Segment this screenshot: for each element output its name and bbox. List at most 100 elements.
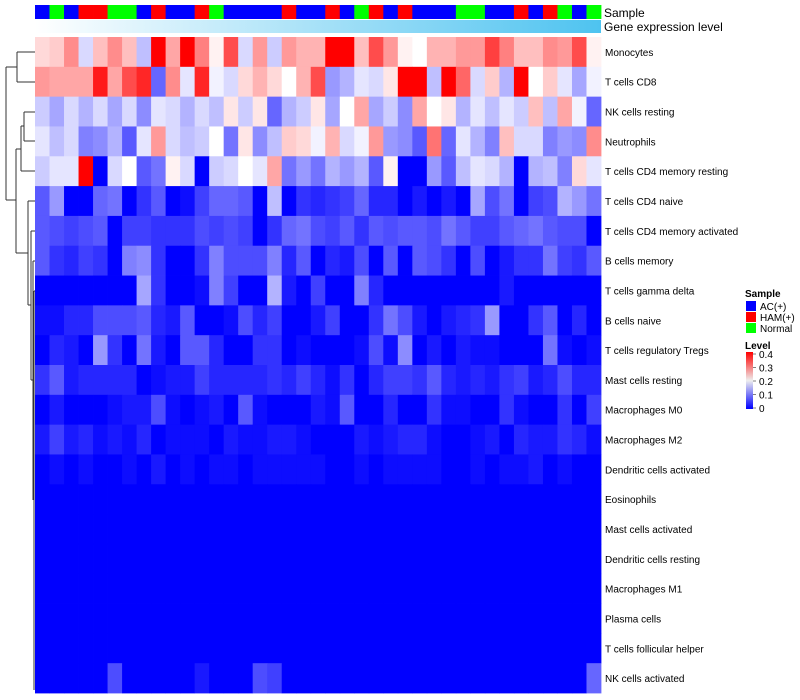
heatmap-cell bbox=[64, 66, 79, 98]
heatmap-cell bbox=[93, 514, 108, 545]
heatmap-cell bbox=[194, 394, 210, 426]
heatmap-cell bbox=[35, 37, 50, 68]
heatmap-cell bbox=[64, 215, 79, 247]
heatmap-cell bbox=[397, 126, 413, 157]
heatmap-cell bbox=[528, 633, 544, 664]
sample-annotation-cell bbox=[586, 5, 602, 19]
heatmap-cell bbox=[571, 275, 587, 306]
heatmap-cell bbox=[151, 663, 167, 694]
heatmap-cell bbox=[180, 424, 196, 455]
heatmap-cell bbox=[49, 156, 65, 187]
heatmap-cell bbox=[151, 514, 167, 545]
heatmap-cell bbox=[368, 573, 384, 604]
heatmap-cell bbox=[194, 335, 210, 366]
heatmap-cell bbox=[368, 424, 384, 455]
heatmap-cell bbox=[281, 543, 297, 575]
heatmap-cell bbox=[35, 543, 50, 575]
heatmap-cell bbox=[528, 245, 544, 276]
heatmap-cell bbox=[441, 365, 457, 396]
heatmap-cell bbox=[542, 633, 558, 664]
heatmap-cell bbox=[571, 573, 587, 604]
sample-annotation-cell bbox=[209, 5, 225, 19]
heatmap-cell bbox=[542, 543, 558, 575]
heatmap-cell bbox=[412, 37, 428, 68]
heatmap-cell bbox=[571, 394, 587, 426]
heatmap-cell bbox=[107, 37, 123, 68]
heatmap-cell bbox=[165, 245, 181, 276]
heatmap-cell bbox=[165, 96, 181, 127]
heatmap-cell bbox=[209, 66, 225, 98]
heatmap-cell bbox=[310, 305, 326, 336]
heatmap-cell bbox=[194, 454, 210, 485]
heatmap-cell bbox=[426, 603, 442, 634]
heatmap-cell bbox=[354, 96, 370, 127]
heatmap-cell bbox=[49, 514, 65, 545]
heatmap-cell bbox=[528, 96, 544, 127]
heatmap-cell bbox=[542, 126, 558, 157]
heatmap-cell bbox=[528, 663, 544, 694]
heatmap-cell bbox=[267, 424, 283, 455]
heatmap-cell bbox=[165, 573, 181, 604]
heatmap-cell bbox=[49, 424, 65, 455]
heatmap-cell bbox=[339, 603, 355, 634]
sample-annotation-cell bbox=[528, 5, 544, 19]
heatmap-cell bbox=[136, 394, 152, 426]
row-label: Mast cells activated bbox=[605, 525, 692, 536]
heatmap-cell bbox=[281, 394, 297, 426]
heatmap-cell bbox=[586, 663, 602, 694]
heatmap-cell bbox=[194, 365, 210, 396]
heatmap-cell bbox=[165, 126, 181, 157]
heatmap-cell bbox=[93, 603, 108, 634]
heatmap-cell bbox=[310, 394, 326, 426]
heatmap-cell bbox=[107, 335, 123, 366]
heatmap-cell bbox=[107, 573, 123, 604]
heatmap-cell bbox=[281, 245, 297, 276]
heatmap-cell bbox=[354, 543, 370, 575]
heatmap-cell bbox=[223, 603, 239, 634]
heatmap-cell bbox=[35, 394, 50, 426]
heatmap-cell bbox=[586, 484, 602, 515]
heatmap-cell bbox=[325, 573, 341, 604]
heatmap-cell bbox=[122, 37, 137, 68]
heatmap-cell bbox=[64, 663, 79, 694]
heatmap-cell bbox=[252, 126, 268, 157]
heatmap-cell bbox=[542, 365, 558, 396]
heatmap-cell bbox=[325, 543, 341, 575]
heatmap-cell bbox=[383, 186, 399, 217]
sample-annotation-cell bbox=[252, 5, 268, 19]
heatmap-cell bbox=[107, 424, 123, 455]
heatmap-cell bbox=[107, 186, 123, 217]
heatmap-cell bbox=[238, 454, 254, 485]
heatmap-cell bbox=[383, 126, 399, 157]
heatmap-cell bbox=[136, 633, 152, 664]
heatmap-cell bbox=[35, 663, 50, 694]
heatmap-cell bbox=[586, 126, 602, 157]
row-label: Dendritic cells resting bbox=[605, 555, 700, 566]
heatmap-cell bbox=[252, 215, 268, 247]
heatmap-cell bbox=[209, 335, 225, 366]
heatmap-cell bbox=[586, 365, 602, 396]
heatmap-cell bbox=[107, 126, 123, 157]
heatmap-cell bbox=[484, 633, 500, 664]
heatmap-cell bbox=[78, 96, 94, 127]
heatmap-cell bbox=[238, 663, 254, 694]
heatmap-cell bbox=[397, 454, 413, 485]
heatmap-cell bbox=[151, 305, 167, 336]
heatmap-cell bbox=[557, 156, 573, 187]
heatmap-cell bbox=[455, 215, 471, 247]
heatmap-cell bbox=[223, 454, 239, 485]
heatmap-cell bbox=[368, 514, 384, 545]
heatmap-cell bbox=[252, 275, 268, 306]
heatmap-cell bbox=[180, 603, 196, 634]
heatmap-cell bbox=[484, 573, 500, 604]
heatmap-cell bbox=[93, 424, 108, 455]
heatmap-cell bbox=[571, 514, 587, 545]
heatmap-cell bbox=[78, 454, 94, 485]
heatmap-cell bbox=[136, 275, 152, 306]
heatmap-cell bbox=[426, 663, 442, 694]
heatmap-cell bbox=[542, 573, 558, 604]
heatmap-cell bbox=[470, 514, 486, 545]
sample-annotation-cell bbox=[122, 5, 137, 19]
heatmap-cell bbox=[209, 215, 225, 247]
heatmap-cell bbox=[281, 514, 297, 545]
